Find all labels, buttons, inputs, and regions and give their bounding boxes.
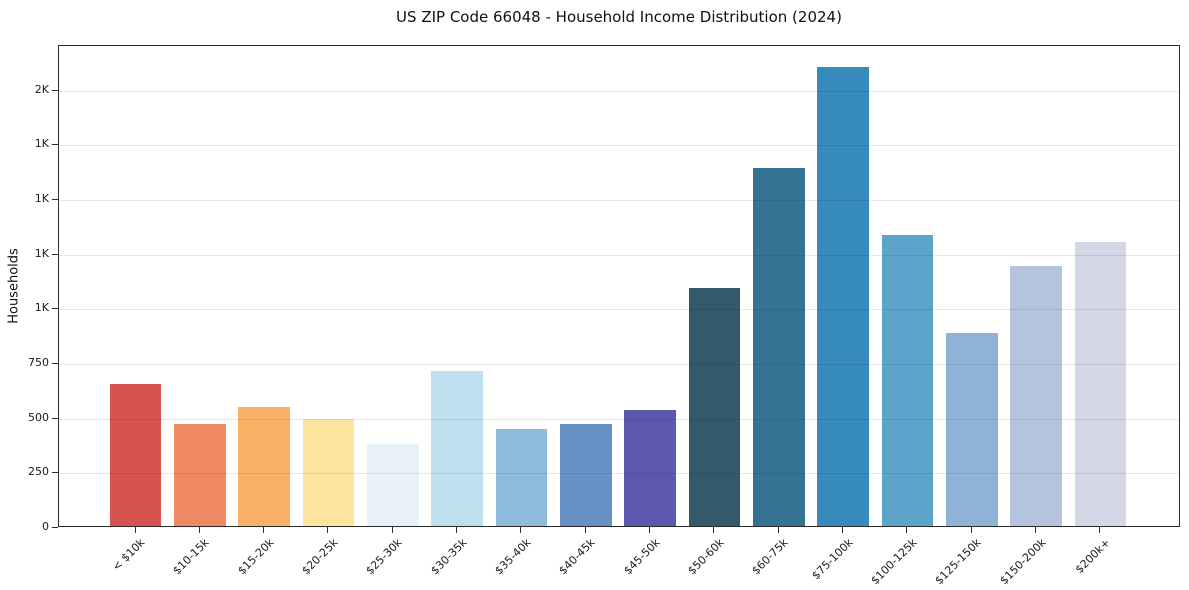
x-tick-label-text: $15-20k: [235, 536, 277, 578]
x-tick-mark-1: [198, 527, 200, 533]
bar-10k: [109, 383, 162, 526]
bar-35-40k: [495, 428, 548, 526]
bar-200k+: [1074, 241, 1127, 526]
gridline-500: [59, 418, 1179, 420]
x-tick-label-text: < $10k: [110, 536, 148, 574]
y-tick-label-7: 1K: [34, 137, 49, 151]
x-tick-label-text: $10-15k: [170, 536, 213, 578]
x-tick-mark-14: [1035, 527, 1037, 533]
y-tick-mark-7: [52, 144, 58, 146]
y-tick-label-2: 500: [28, 410, 49, 424]
x-tick-mark-10: [777, 527, 779, 533]
bar-75-100k: [817, 66, 869, 526]
y-tick-mark-5: [52, 253, 58, 255]
x-tick-label-text: $200k+: [1072, 536, 1113, 577]
chart-title: US ZIP Code 66048 - Household Income Dis…: [396, 8, 842, 26]
y-tick-label-0: 0: [42, 520, 49, 533]
y-tick-label-4: 1K: [34, 301, 49, 315]
y-tick-label-8: 2K: [34, 82, 49, 96]
x-tick-mark-6: [520, 527, 522, 533]
x-tick-mark-8: [649, 527, 651, 533]
x-tick-label-text: $25-30k: [363, 536, 406, 578]
y-tick-label-1: 250: [28, 465, 49, 479]
x-tick-mark-7: [584, 527, 586, 533]
y-tick-mark-6: [52, 199, 58, 201]
y-tick-mark-0: [52, 527, 58, 528]
gridline-1750: [59, 145, 1179, 147]
x-tick-mark-5: [456, 527, 458, 533]
x-tick-label-text: $30-35k: [428, 536, 470, 578]
x-tick-label-text: $40-45k: [556, 536, 598, 578]
bar-60-75k: [753, 167, 805, 526]
x-tick-label-text: $125-150k: [932, 536, 984, 588]
bar-15-20k: [238, 406, 290, 526]
x-tick-label-text: $35-40k: [492, 536, 534, 578]
x-tick-mark-0: [134, 527, 136, 533]
x-tick-mark-11: [842, 527, 844, 533]
gridline-250: [59, 473, 1179, 475]
x-tick-label-text: $20-25k: [299, 536, 341, 578]
bar-45-50k: [624, 410, 676, 526]
bar-25-30k: [367, 444, 419, 526]
y-tick-label-5: 1K: [34, 246, 49, 260]
x-tick-mark-15: [1099, 527, 1101, 533]
bar-150-200k: [1010, 265, 1062, 526]
y-tick-mark-8: [52, 89, 58, 91]
x-tick-label-text: $150-200k: [997, 536, 1049, 588]
plot-area: [58, 45, 1180, 527]
x-tick-mark-3: [327, 527, 329, 533]
x-tick-mark-2: [263, 527, 265, 533]
y-tick-mark-2: [52, 417, 58, 419]
gridline-750: [59, 364, 1179, 366]
y-tick-label-6: 1K: [34, 192, 49, 206]
x-tick-mark-13: [970, 527, 972, 533]
bar-100-125k: [881, 235, 934, 526]
gridline-1500: [59, 200, 1179, 202]
bar-20-25k: [302, 418, 355, 526]
gridline-1250: [59, 254, 1179, 256]
y-tick-mark-1: [52, 472, 58, 474]
bar-125-150k: [946, 332, 998, 526]
x-tick-label-text: $75-100k: [809, 536, 856, 583]
x-tick-mark-12: [906, 527, 908, 533]
bar-30-35k: [431, 370, 483, 526]
gridline-2000: [59, 90, 1179, 92]
x-tick-label-text: $60-75k: [749, 536, 791, 578]
x-tick-mark-9: [713, 527, 715, 533]
x-tick-label-text: $100-125k: [868, 536, 920, 588]
y-tick-mark-3: [52, 363, 58, 365]
y-tick-label-3: 750: [28, 356, 49, 370]
x-tick-label-text: $50-60k: [685, 536, 727, 578]
gridline-1000: [59, 309, 1179, 311]
bar-40-45k: [560, 424, 612, 526]
bar-50-60k: [688, 287, 741, 526]
x-tick-mark-4: [391, 527, 393, 533]
x-tick-label-text: $45-50k: [621, 536, 663, 578]
bar-10-15k: [174, 424, 226, 526]
y-tick-mark-4: [52, 308, 58, 310]
